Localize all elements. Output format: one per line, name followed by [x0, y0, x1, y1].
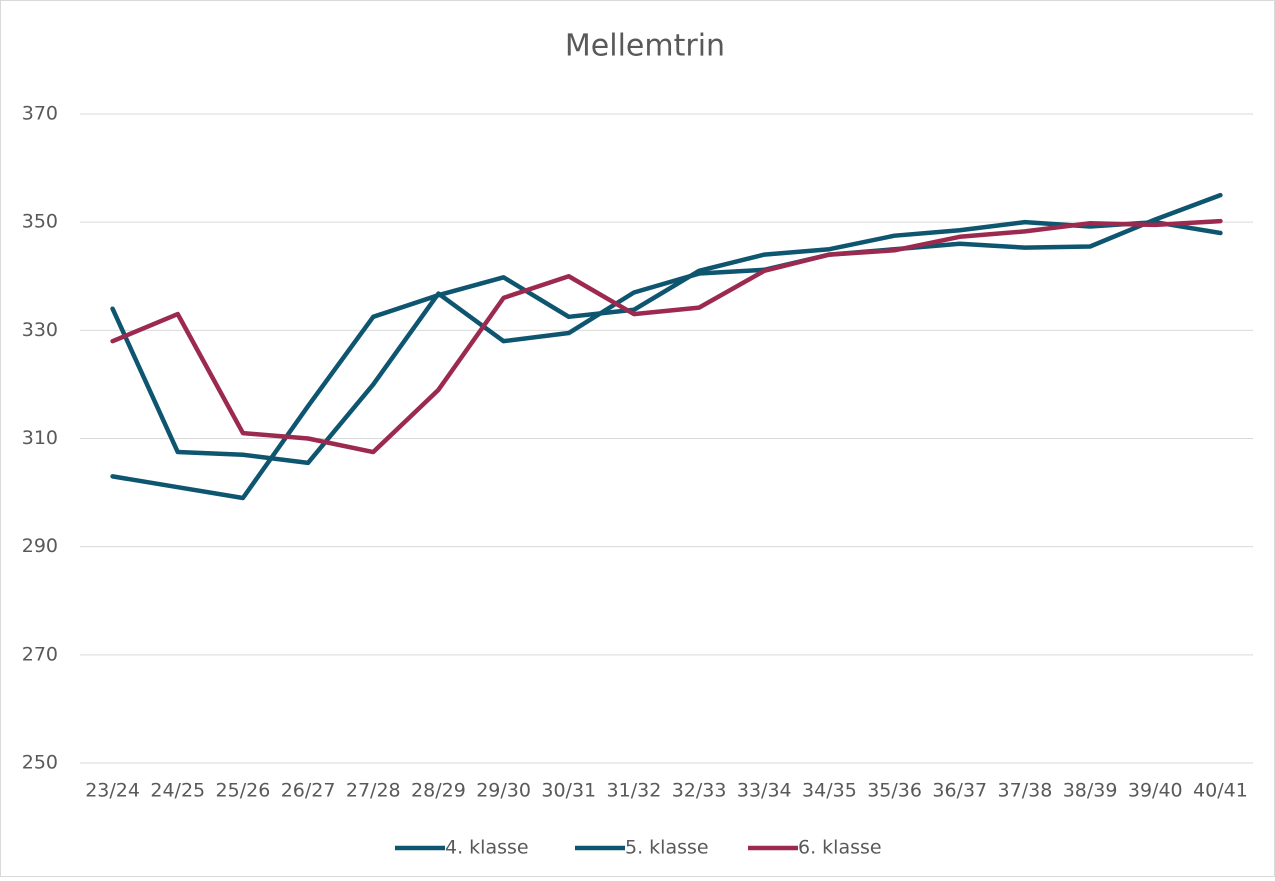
- y-tick-label: 290: [22, 535, 58, 557]
- x-tick-label: 31/32: [607, 780, 662, 802]
- y-tick-label: 370: [22, 103, 58, 125]
- y-tick-label: 330: [22, 319, 58, 341]
- legend-label: 6. klasse: [798, 837, 882, 859]
- x-tick-label: 27/28: [346, 780, 401, 802]
- y-tick-label: 310: [22, 427, 58, 449]
- x-tick-label: 26/27: [281, 780, 336, 802]
- x-tick-label: 32/33: [672, 780, 727, 802]
- x-tick-label: 24/25: [150, 780, 205, 802]
- x-tick-label: 29/30: [476, 780, 531, 802]
- x-tick-label: 23/24: [85, 780, 140, 802]
- x-tick-label: 35/36: [867, 780, 922, 802]
- x-tick-label: 40/41: [1193, 780, 1248, 802]
- x-tick-label: 33/34: [737, 780, 792, 802]
- series-line: [110, 218, 1223, 455]
- x-tick-label: 28/29: [411, 780, 466, 802]
- series-line: [110, 192, 1223, 466]
- y-tick-label: 270: [22, 643, 58, 665]
- x-tick-label: 30/31: [541, 780, 596, 802]
- x-tick-label: 36/37: [932, 780, 987, 802]
- x-tick-label: 25/26: [216, 780, 271, 802]
- series-line: [110, 219, 1223, 501]
- x-tick-label: 37/38: [998, 780, 1053, 802]
- chart-title: Mellemtrin: [565, 29, 725, 64]
- legend-label: 5. klasse: [625, 837, 709, 859]
- y-tick-label: 350: [22, 211, 58, 233]
- x-tick-label: 34/35: [802, 780, 857, 802]
- x-tick-label: 38/39: [1063, 780, 1118, 802]
- y-tick-label: 250: [22, 752, 58, 774]
- legend-label: 4. klasse: [445, 837, 529, 859]
- x-tick-label: 39/40: [1128, 780, 1183, 802]
